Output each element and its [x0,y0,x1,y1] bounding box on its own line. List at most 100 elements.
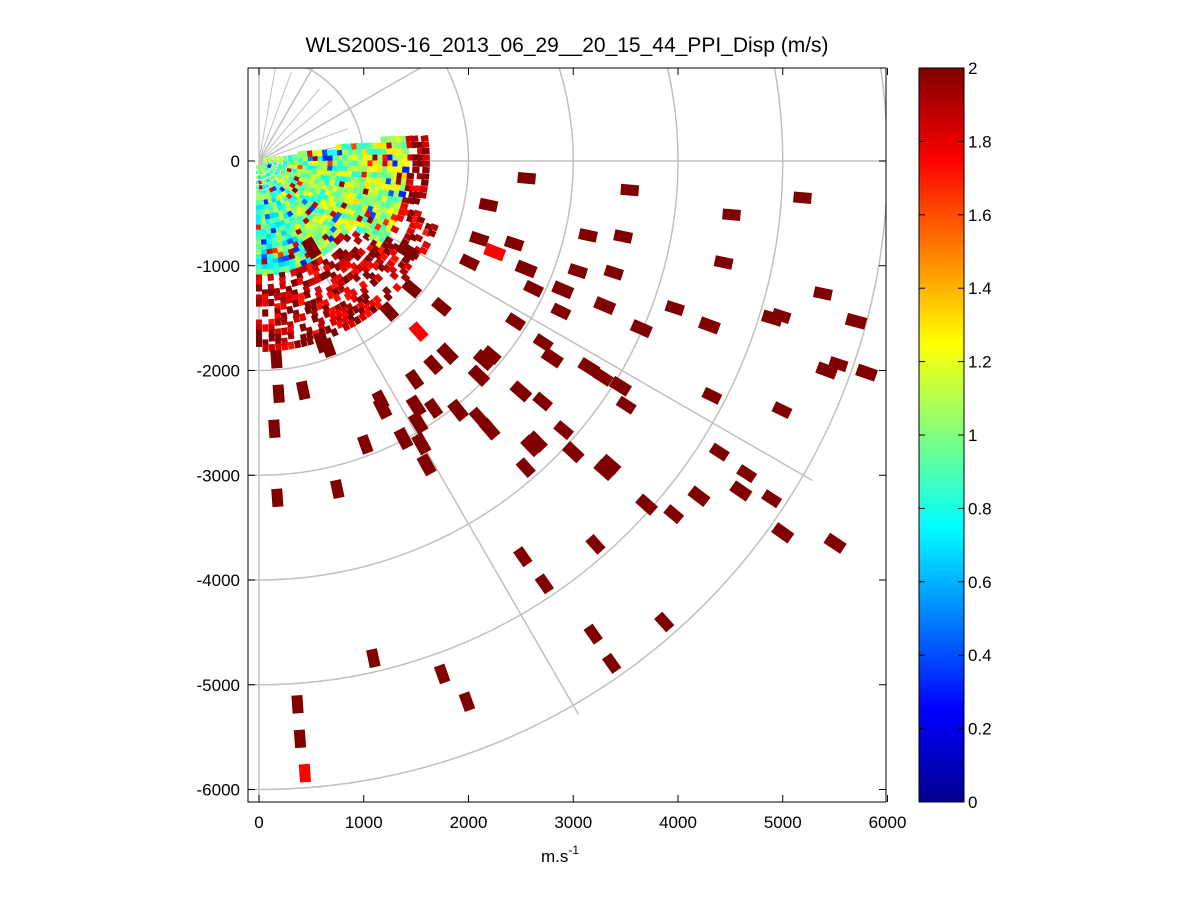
range-gate [261,269,268,277]
range-gate [363,308,373,319]
range-gate [410,135,419,143]
range-gate [293,729,307,749]
x-axis: 0 1000 2000 3000 4000 5000 6000 [254,68,906,832]
range-gate [351,304,361,315]
range-gate [458,253,480,272]
y-tick-label: -4000 [197,571,240,590]
range-gate [393,426,414,451]
range-gate [298,312,307,322]
range-gate [422,154,430,161]
range-gate [356,247,366,257]
range-gate [332,236,342,246]
range-gate [399,266,409,277]
range-gate [336,284,346,294]
range-gate [283,265,292,274]
range-gate [593,296,617,315]
range-gate [375,256,385,267]
range-gate [386,259,396,269]
grid-spoke [258,68,422,162]
range-gate [372,294,383,305]
range-gate [255,229,263,236]
range-gate [399,202,409,211]
range-gate [369,277,379,288]
range-gate [332,159,339,166]
range-gate [615,395,637,415]
range-gate [421,240,432,250]
range-gate [347,154,355,161]
range-gate [371,389,390,411]
range-gate [255,254,263,262]
y-tick-label: -5000 [197,676,240,695]
range-gate [578,228,598,243]
range-gate [379,301,400,322]
range-gate [433,663,451,685]
range-gate [396,240,420,262]
range-gate [341,322,351,332]
range-gate [345,271,356,281]
range-gate [311,149,319,157]
range-gate [793,191,812,204]
y-tick-label: -2000 [197,362,240,381]
range-gate [592,367,614,387]
colorbar-tick-label: 2 [968,59,977,78]
colorbar-tick-label: 0.2 [968,720,992,739]
range-gate [255,244,263,251]
range-gate [407,411,429,435]
range-gate [771,401,793,420]
range-gate [268,156,273,163]
range-gate [356,301,366,311]
y-tick-label: -3000 [197,466,240,485]
range-gate [287,341,295,350]
range-gate [268,419,281,439]
range-gate [447,398,469,422]
range-gate [292,155,298,162]
range-gate [329,317,338,327]
range-gate [255,239,263,246]
range-gate [330,479,345,500]
x-tick-label: 5000 [764,813,802,832]
range-gate [323,269,333,279]
range-gate [603,264,624,281]
range-gate [534,573,555,595]
range-gate [402,166,410,173]
range-gate [301,236,322,260]
range-gate [370,261,381,271]
colorbar-tick-label: 1 [968,426,977,445]
range-gate [306,150,314,157]
range-gate [520,434,543,458]
range-gate [261,239,268,246]
colorbar-tick-label: 0.8 [968,499,992,518]
range-gate [663,504,685,525]
range-gate [315,301,325,311]
range-gate [300,264,309,273]
range-gate [411,432,432,456]
range-gate [324,243,334,254]
range-gate [342,159,349,166]
range-gate [293,340,302,349]
range-gate [272,384,285,404]
colorbar-tick-label: 0 [968,793,977,812]
range-gate [255,249,263,256]
range-gate [387,264,398,275]
range-gate [342,154,349,161]
range-gate [522,279,544,298]
range-gate [421,173,430,180]
range-gate [366,648,381,669]
range-gate [362,270,372,280]
grid-spoke-fine [258,79,307,162]
range-gate [577,356,601,378]
range-gate [483,242,507,262]
range-gate [532,333,554,353]
range-gate [360,264,371,275]
range-gate [404,368,425,390]
range-gate [468,406,489,428]
range-gate [420,135,429,142]
range-gate [458,691,476,712]
range-gate [322,154,329,161]
range-gate [378,252,389,262]
range-gate [291,299,300,308]
range-gate [395,213,405,223]
range-gate [422,166,430,174]
range-gate [422,160,430,167]
grid-spoke-fine [258,100,332,162]
